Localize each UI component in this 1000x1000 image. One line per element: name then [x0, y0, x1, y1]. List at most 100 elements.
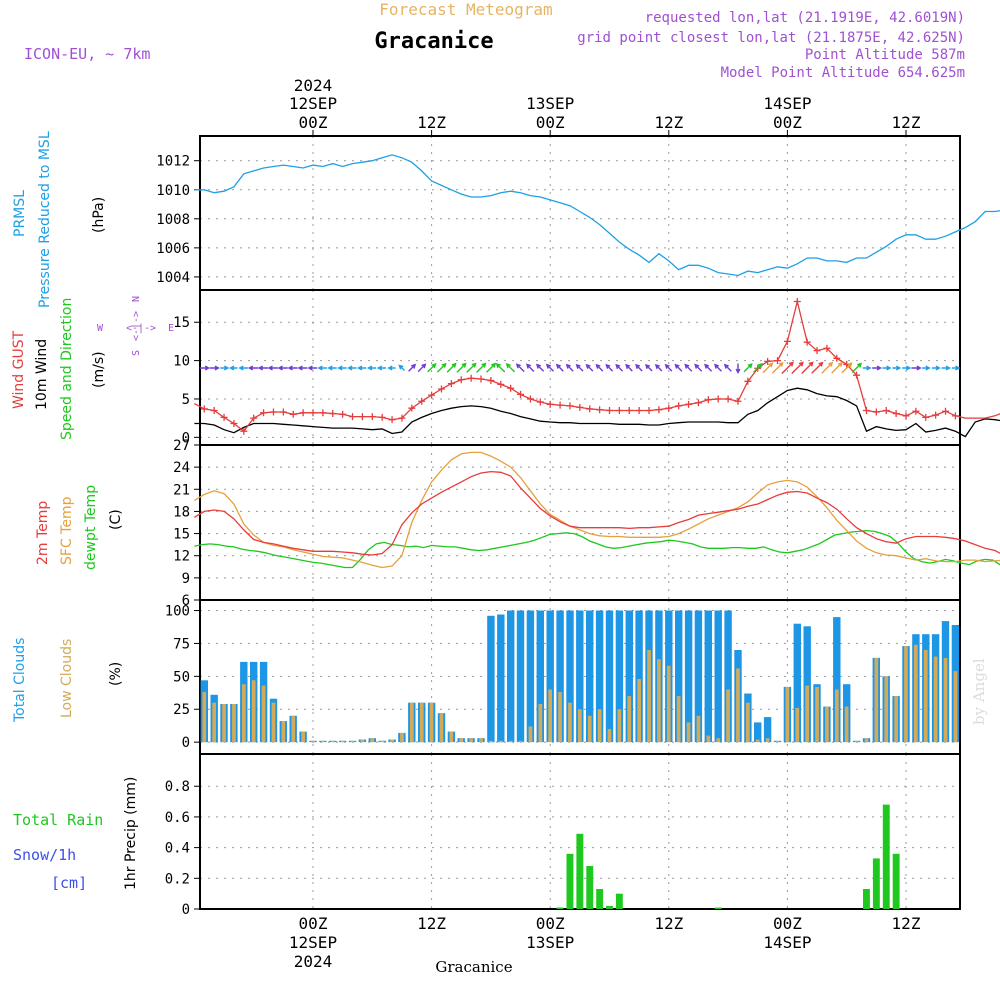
precip-ytick-label: 0.2 — [165, 871, 190, 887]
low-cloud-bar — [587, 715, 592, 743]
wind-direction-arrow — [555, 363, 564, 372]
wind-gust-marker — [823, 344, 831, 352]
pressure-ytick-label: 1012 — [156, 154, 190, 170]
low-cloud-bar — [568, 702, 572, 743]
wind-direction-arrow — [238, 365, 248, 371]
wind-direction-arrow — [922, 365, 931, 371]
wind-direction-arrow — [486, 362, 497, 373]
rain-bar — [596, 889, 604, 909]
sfc-temp-line — [194, 451, 1000, 569]
low-cloud-bar — [380, 740, 384, 743]
low-cloud-bar — [360, 739, 365, 743]
bottom-hour-label: 12Z — [654, 914, 683, 933]
low-cloud-bar — [825, 706, 829, 743]
temp-units: (C) — [108, 509, 124, 530]
low-cloud-bar — [212, 702, 216, 743]
bottom-date-label: 12SEP — [289, 933, 337, 952]
wind-direction-arrow — [902, 365, 912, 371]
wind-direction-arrow — [862, 365, 872, 371]
total-cloud-bar — [833, 617, 841, 743]
low-cloud-bar — [736, 668, 740, 743]
wind-direction-arrow — [931, 365, 941, 371]
rain-bar — [714, 907, 722, 909]
wind-gust-marker — [774, 357, 782, 365]
low-cloud-bar — [261, 685, 266, 743]
temp-ytick-label: 12 — [173, 549, 190, 565]
wind-direction-arrow — [941, 365, 951, 371]
wind-gust-marker — [497, 380, 505, 388]
total-cloud-bar — [566, 610, 574, 743]
wind-direction-arrow — [723, 363, 732, 372]
wind-direction-arrow — [307, 365, 318, 371]
cloud-ytick-label: 75 — [173, 636, 190, 652]
bottom-hour-label: 12Z — [417, 914, 446, 933]
low-cloud-bar — [854, 740, 859, 743]
bottom-hour-label: 12Z — [892, 914, 921, 933]
wind-direction-arrow — [209, 365, 220, 371]
wind-direction-arrow — [882, 365, 892, 371]
compass-s: S — [131, 350, 142, 356]
temp-dewpt-label: dewpt Temp — [83, 485, 99, 570]
wind-direction-arrow — [535, 363, 545, 372]
wind-direction-arrow — [781, 361, 794, 374]
low-cloud-bar — [933, 656, 938, 743]
compass-e: E — [168, 323, 174, 334]
wind-direction-arrow — [446, 362, 457, 373]
cloud-units: (%) — [108, 662, 124, 686]
wind-gust-marker — [517, 390, 525, 398]
wind-gust-marker — [635, 406, 643, 414]
wind-direction-arrow — [831, 361, 843, 374]
low-cloud-bar — [844, 706, 849, 743]
wind-direction-arrow — [199, 365, 211, 371]
wind-direction-arrow — [476, 362, 487, 373]
low-cloud-bar — [410, 702, 414, 743]
low-cloud-bar — [311, 740, 315, 743]
low-cloud-bar — [755, 739, 760, 743]
wind-direction-arrow — [347, 365, 357, 371]
low-cloud-bar — [489, 740, 493, 743]
low-cloud-bar — [597, 709, 602, 743]
low-cloud-bar — [459, 738, 464, 743]
total-cloud-bar — [763, 717, 772, 743]
wind-gust-marker — [210, 406, 218, 414]
cloud-ytick-label: 25 — [173, 702, 190, 718]
wind-gust-marker — [734, 397, 742, 405]
wind-direction-arrow — [753, 362, 763, 373]
low-cloud-bar — [330, 740, 335, 743]
low-cloud-bar — [795, 707, 800, 743]
low-cloud-bar — [429, 702, 434, 743]
wind-gust-marker — [833, 354, 841, 362]
wind-gust-marker — [853, 371, 861, 379]
low-cloud-bar — [943, 657, 948, 743]
precip-ytick-label: 0.8 — [165, 779, 190, 795]
bottom-date-label: 13SEP — [526, 933, 574, 952]
pressure-ytick-label: 1006 — [156, 241, 190, 257]
wind-gust-marker — [349, 413, 357, 421]
wind-direction-arrow — [277, 365, 288, 371]
wind-gust-marker — [586, 405, 594, 413]
wind-dir-label: Speed and Direction — [59, 298, 75, 440]
low-cloud-bar — [518, 740, 523, 743]
precip-labels: Total Rain Snow/1h [cm] 1hr Precip (mm) — [13, 777, 139, 892]
point-altitude: Point Altitude 587m — [805, 47, 965, 63]
wind-gust-marker — [872, 408, 880, 416]
wind-direction-arrow — [387, 365, 396, 371]
wind-gust-marker — [428, 391, 436, 399]
wind-direction-arrow — [427, 363, 437, 373]
wind-gust-marker — [526, 395, 534, 403]
total-cloud-bar — [625, 610, 633, 743]
low-cloud-bar — [242, 684, 246, 743]
bottom-hour-label: 00Z — [773, 914, 802, 933]
wind-gust-marker — [694, 399, 702, 407]
wind-direction-arrow — [327, 365, 337, 371]
compass-mid-vertical: <-|-> — [131, 311, 142, 341]
wind-direction-arrow — [247, 365, 259, 371]
wind-gust-marker — [269, 408, 277, 416]
total-cloud-bar — [526, 610, 535, 743]
pressure-label-msl: Pressure Reduced to MSL — [37, 131, 53, 308]
2m-temp-line — [194, 470, 1000, 556]
wind-gust-marker — [803, 338, 811, 346]
temp-ytick-label: 6 — [182, 593, 190, 609]
wind-direction-arrow — [771, 361, 784, 374]
wind-gust-marker — [714, 395, 722, 403]
